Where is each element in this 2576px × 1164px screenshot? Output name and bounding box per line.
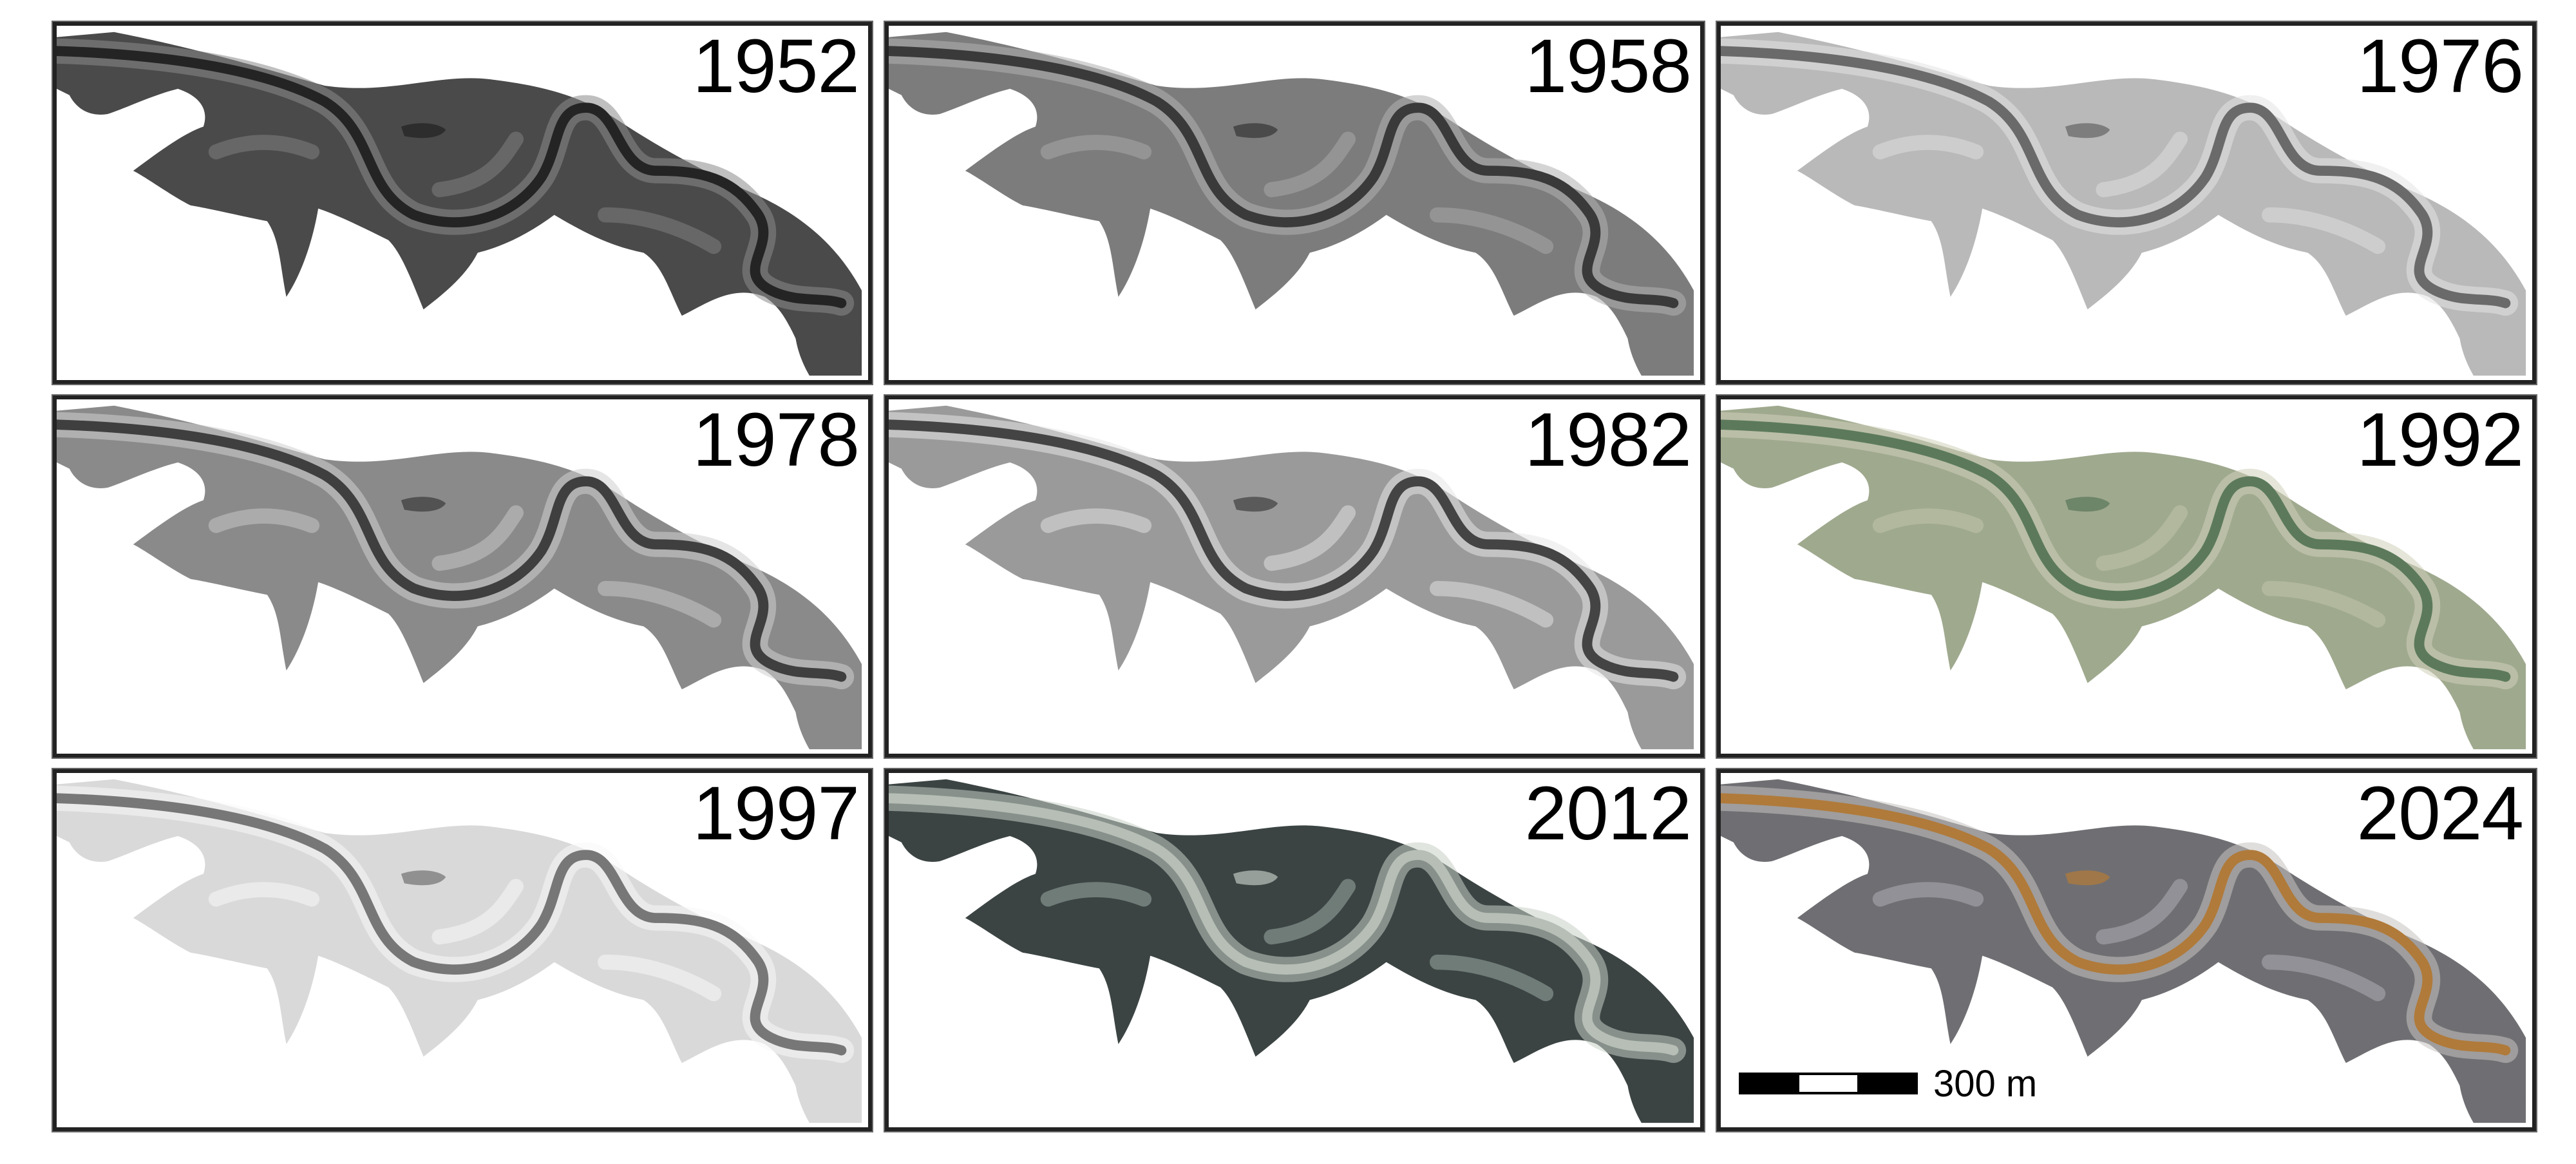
river-map-1997 xyxy=(57,779,862,1123)
floodplain-area xyxy=(1721,32,2526,365)
river-channel xyxy=(57,419,847,682)
year-label-1992: 1992 xyxy=(2356,397,2524,482)
downstream-lobe xyxy=(794,670,862,750)
sediment-bar xyxy=(431,879,524,945)
channel-island xyxy=(2065,870,2110,886)
downstream-lobe xyxy=(1626,670,1694,750)
map-panel-1997: 1997 xyxy=(52,768,873,1132)
river-map-1982 xyxy=(889,405,1694,750)
river-map-1992 xyxy=(1721,405,2526,750)
river-channel xyxy=(57,793,847,1056)
map-panel-1982: 1982 xyxy=(884,394,1705,759)
map-panel-2012: 2012 xyxy=(884,768,1705,1132)
scale-bar-label: 300 m xyxy=(1933,1062,2038,1105)
sediment-bar xyxy=(1872,508,1984,533)
floodplain-area xyxy=(57,779,862,1112)
channel-island xyxy=(2065,497,2110,512)
sediment-bar xyxy=(2262,580,2386,628)
year-label-1982: 1982 xyxy=(1524,397,1692,482)
downstream-lobe xyxy=(2458,670,2526,750)
map-panel-1978: 1978 xyxy=(52,394,873,759)
channel-island xyxy=(1233,870,1278,886)
sediment-bar xyxy=(208,508,320,533)
channel-island xyxy=(401,870,446,886)
sediment-bar xyxy=(1040,508,1152,533)
sediment-bar xyxy=(598,580,722,628)
sediment-bar xyxy=(598,207,722,254)
sediment-bar xyxy=(1264,879,1356,945)
year-label-2024: 2024 xyxy=(2356,771,2524,856)
river-channel xyxy=(57,46,847,309)
downstream-lobe xyxy=(2458,296,2526,376)
scale-bar-segment-2 xyxy=(1799,1075,1857,1092)
floodplain-area xyxy=(57,405,862,738)
sediment-bar xyxy=(431,131,524,198)
year-label-1978: 1978 xyxy=(692,397,860,482)
sediment-bar xyxy=(1430,954,1554,1002)
river-channel xyxy=(1721,793,2511,1056)
downstream-lobe xyxy=(794,1044,862,1123)
river-channel xyxy=(1721,46,2511,309)
sediment-bar xyxy=(1040,135,1152,160)
downstream-lobe xyxy=(2458,1044,2526,1123)
river-map-1976 xyxy=(1721,32,2526,376)
year-label-2012: 2012 xyxy=(1524,771,1692,856)
scale-bar-segment-1 xyxy=(1741,1075,1799,1092)
sediment-bar xyxy=(1430,580,1554,628)
floodplain-area xyxy=(1721,405,2526,738)
river-channel xyxy=(1721,419,2511,682)
sediment-bar xyxy=(208,882,320,907)
river-map-2012 xyxy=(889,779,1694,1123)
river-map-2024 xyxy=(1721,779,2526,1123)
map-panel-1992: 1992 xyxy=(1716,394,2537,759)
river-map-1958 xyxy=(889,32,1694,376)
scale-bar: 300 m xyxy=(1739,1062,2038,1105)
channel-island xyxy=(401,497,446,512)
scale-bar-segment-3 xyxy=(1857,1075,1915,1092)
map-panel-1958: 1958 xyxy=(884,21,1705,385)
floodplain-area xyxy=(889,405,1694,738)
floodplain-area xyxy=(57,32,862,365)
year-label-1997: 1997 xyxy=(692,771,860,856)
river-channel xyxy=(889,46,1679,309)
sediment-bar xyxy=(2096,131,2188,198)
downstream-lobe xyxy=(1626,296,1694,376)
floodplain-area xyxy=(889,32,1694,365)
sediment-bar xyxy=(2262,954,2386,1002)
downstream-lobe xyxy=(794,296,862,376)
river-channel xyxy=(889,793,1679,1056)
scale-bar-segments xyxy=(1739,1073,1918,1094)
downstream-lobe xyxy=(1626,1044,1694,1123)
sediment-bar xyxy=(1264,131,1356,198)
river-channel xyxy=(889,419,1679,682)
river-map-1952 xyxy=(57,32,862,376)
year-label-1958: 1958 xyxy=(1524,24,1692,109)
channel-island xyxy=(401,123,446,138)
river-map-1978 xyxy=(57,405,862,750)
map-panel-2024: 2024 300 m xyxy=(1716,768,2537,1132)
year-label-1952: 1952 xyxy=(692,24,860,109)
sediment-bar xyxy=(598,954,722,1002)
sediment-bar xyxy=(431,505,524,571)
map-panel-1952: 1952 xyxy=(52,21,873,385)
sediment-bar xyxy=(1430,207,1554,254)
channel-island xyxy=(2065,123,2110,138)
sediment-bar xyxy=(2096,879,2188,945)
channel-island xyxy=(1233,123,1278,138)
sediment-bar xyxy=(2262,207,2386,254)
sediment-bar xyxy=(208,135,320,160)
sediment-bar xyxy=(2096,505,2188,571)
sediment-bar xyxy=(1040,882,1152,907)
floodplain-area xyxy=(1721,779,2526,1112)
year-label-1976: 1976 xyxy=(2356,24,2524,109)
sediment-bar xyxy=(1264,505,1356,571)
sediment-bar xyxy=(1872,882,1984,907)
channel-island xyxy=(1233,497,1278,512)
sediment-bar xyxy=(1872,135,1984,160)
floodplain-area xyxy=(889,779,1694,1112)
map-panel-1976: 1976 xyxy=(1716,21,2537,385)
